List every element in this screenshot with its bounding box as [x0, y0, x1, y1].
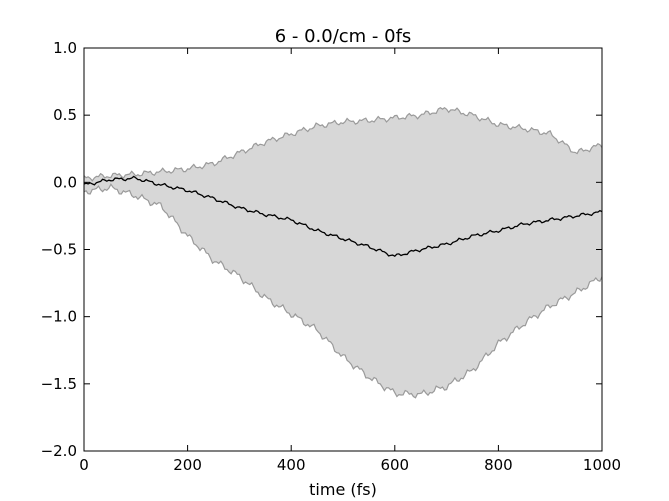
y-tick-label: 1.0 [53, 39, 77, 57]
x-tick-label: 1000 [583, 456, 621, 474]
x-tick-label: 600 [380, 456, 409, 474]
y-tick-label: 0.0 [53, 173, 77, 191]
y-tick-label: −2.0 [41, 442, 77, 460]
x-tick-label: 200 [173, 456, 202, 474]
mean-line [83, 175, 603, 257]
x-tick-label: 0 [79, 456, 89, 474]
lower-bound-line [83, 183, 603, 399]
x-tick-label: 800 [484, 456, 513, 474]
y-tick-label: 0.5 [53, 106, 77, 124]
y-tick-label: −1.5 [41, 375, 77, 393]
x-axis-label: time (fs) [309, 480, 377, 499]
spread-band [84, 107, 602, 398]
mean-layer [83, 175, 603, 257]
tick-layer: 0 200 400 600 800 1000 1.0 0.5 0.0 −0.5 −1.0 −1.5 −2… [41, 39, 622, 474]
x-tick-label: 400 [277, 456, 306, 474]
chart-title: 6 - 0.0/cm - 0fs [275, 26, 412, 47]
band-layer [83, 106, 603, 399]
y-tick-label: −1.0 [41, 308, 77, 326]
y-tick-label: −0.5 [41, 241, 77, 259]
upper-bound-line [83, 106, 603, 182]
